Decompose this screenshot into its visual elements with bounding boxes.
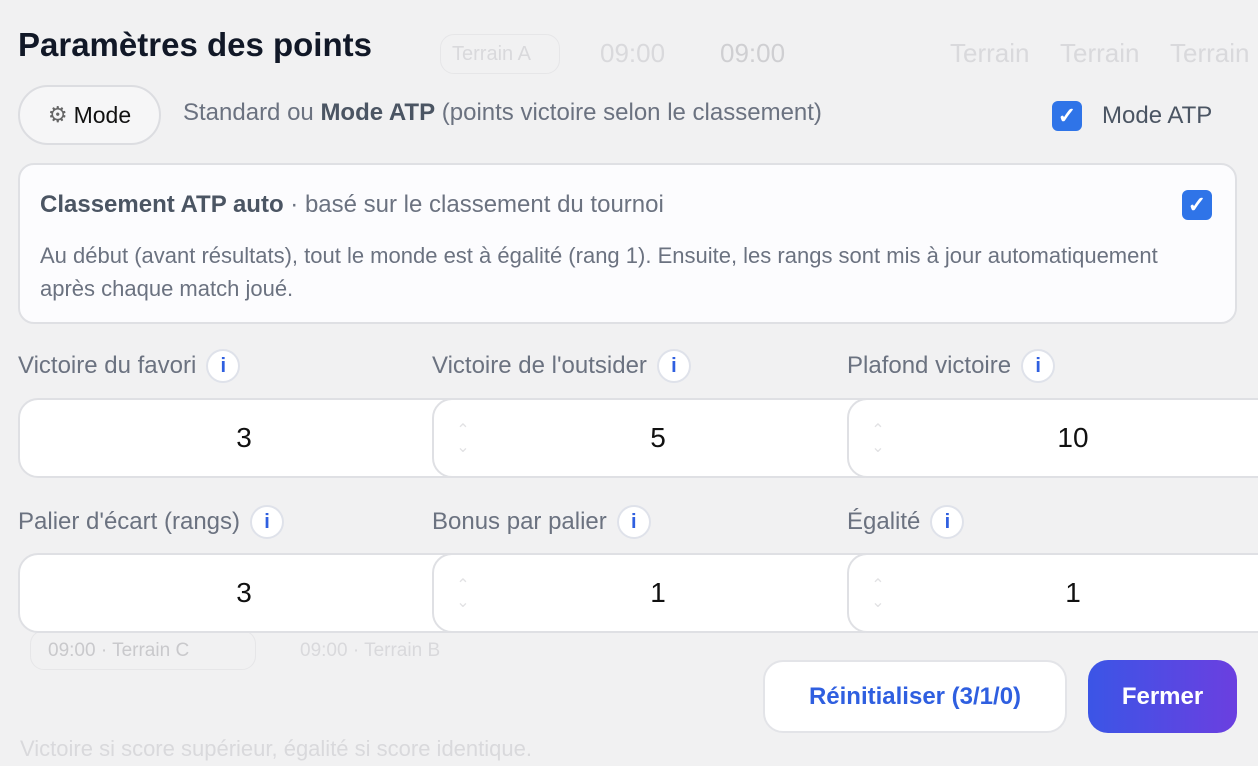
bg-terrain: Terrain bbox=[950, 38, 1030, 68]
input-value: 1 bbox=[1065, 577, 1081, 608]
info-icon[interactable]: i bbox=[206, 349, 241, 383]
label-text: Égalité bbox=[847, 508, 921, 535]
check-icon: ✓ bbox=[1187, 192, 1207, 217]
info-icon[interactable]: i bbox=[656, 349, 691, 383]
egalite-input[interactable]: ⌃ ⌄ 1 bbox=[847, 553, 1258, 633]
close-button[interactable]: Fermer bbox=[1088, 660, 1237, 733]
field-label-favori: Victoire du favori i bbox=[18, 349, 241, 383]
input-value: 3 bbox=[236, 422, 252, 453]
input-value: 3 bbox=[236, 577, 252, 608]
mode-desc-suffix: (points victoire selon le classement) bbox=[435, 99, 822, 126]
input-value: 10 bbox=[1057, 422, 1089, 453]
field-label-egalite: Égalité i bbox=[847, 505, 965, 539]
field-label-palier: Palier d'écart (rangs) i bbox=[18, 505, 284, 539]
label-text: Plafond victoire bbox=[847, 352, 1012, 379]
label-text: Victoire du favori bbox=[18, 352, 197, 379]
mode-desc-bold: Mode ATP bbox=[320, 99, 436, 126]
modal-title: Paramètres des points bbox=[18, 26, 372, 63]
auto-ranking-title-bold: Classement ATP auto bbox=[40, 191, 284, 218]
label-text: Palier d'écart (rangs) bbox=[18, 508, 240, 535]
gear-icon: ⚙ bbox=[47, 102, 68, 127]
bg-terrain: Terrain bbox=[1060, 38, 1140, 68]
stepper-icon[interactable]: ⌃ ⌄ bbox=[456, 422, 470, 456]
favori-input[interactable]: 3 bbox=[18, 398, 470, 478]
bg-time: 09:00 bbox=[720, 38, 786, 68]
plafond-input[interactable]: ⌃ ⌄ 10 bbox=[847, 398, 1258, 478]
stepper-icon[interactable]: ⌃ ⌄ bbox=[871, 577, 885, 611]
auto-ranking-title-rest: · basé sur le classement du tournoi bbox=[283, 191, 664, 218]
input-value: 1 bbox=[650, 577, 666, 608]
input-value: 5 bbox=[650, 422, 666, 453]
label-text: Victoire de l'outsider bbox=[432, 352, 647, 379]
auto-ranking-description: Au début (avant résultats), tout le mond… bbox=[40, 243, 1158, 301]
mode-atp-label: Mode ATP bbox=[1102, 102, 1213, 129]
stepper-icon[interactable]: ⌃ ⌄ bbox=[456, 577, 470, 611]
mode-atp-checkbox[interactable]: ✓ bbox=[1052, 101, 1082, 131]
bg-terrain-c: 09:00 · Terrain C bbox=[48, 640, 190, 661]
bg-terrain-b: 09:00 · Terrain B bbox=[300, 640, 441, 661]
bg-rule-hint: Victoire si score supérieur, égalité si … bbox=[20, 736, 532, 761]
info-icon[interactable]: i bbox=[1021, 349, 1056, 383]
stepper-icon[interactable]: ⌃ ⌄ bbox=[871, 422, 885, 456]
label-text: Bonus par palier bbox=[432, 508, 607, 535]
info-icon[interactable]: i bbox=[616, 505, 651, 539]
mode-desc-prefix: Standard ou bbox=[183, 99, 321, 126]
outsider-input[interactable]: ⌃ ⌄ 5 bbox=[432, 398, 884, 478]
bg-time: 09:00 bbox=[600, 38, 666, 68]
info-icon[interactable]: i bbox=[930, 505, 965, 539]
reset-button[interactable]: Réinitialiser (3/1/0) bbox=[763, 660, 1067, 733]
field-label-bonus: Bonus par palier i bbox=[432, 505, 651, 539]
auto-ranking-card: Classement ATP auto · basé sur le classe… bbox=[18, 163, 1237, 324]
auto-ranking-checkbox[interactable]: ✓ bbox=[1182, 190, 1212, 220]
check-icon: ✓ bbox=[1057, 103, 1077, 128]
mode-description: Standard ou Mode ATP (points victoire se… bbox=[183, 99, 822, 127]
bonus-input[interactable]: ⌃ ⌄ 1 bbox=[432, 553, 884, 633]
mode-button[interactable]: ⚙ Mode bbox=[18, 85, 161, 145]
auto-ranking-title: Classement ATP auto · basé sur le classe… bbox=[40, 191, 664, 219]
field-label-plafond: Plafond victoire i bbox=[847, 349, 1056, 383]
bg-terrain-a: Terrain A bbox=[452, 43, 531, 65]
bg-terrain: Terrain bbox=[1170, 38, 1250, 68]
info-icon[interactable]: i bbox=[250, 505, 284, 539]
field-label-outsider: Victoire de l'outsider i bbox=[432, 349, 691, 383]
mode-button-label: Mode bbox=[73, 101, 132, 128]
bg-match-chip bbox=[440, 34, 560, 74]
palier-input[interactable]: 3 bbox=[18, 553, 470, 633]
